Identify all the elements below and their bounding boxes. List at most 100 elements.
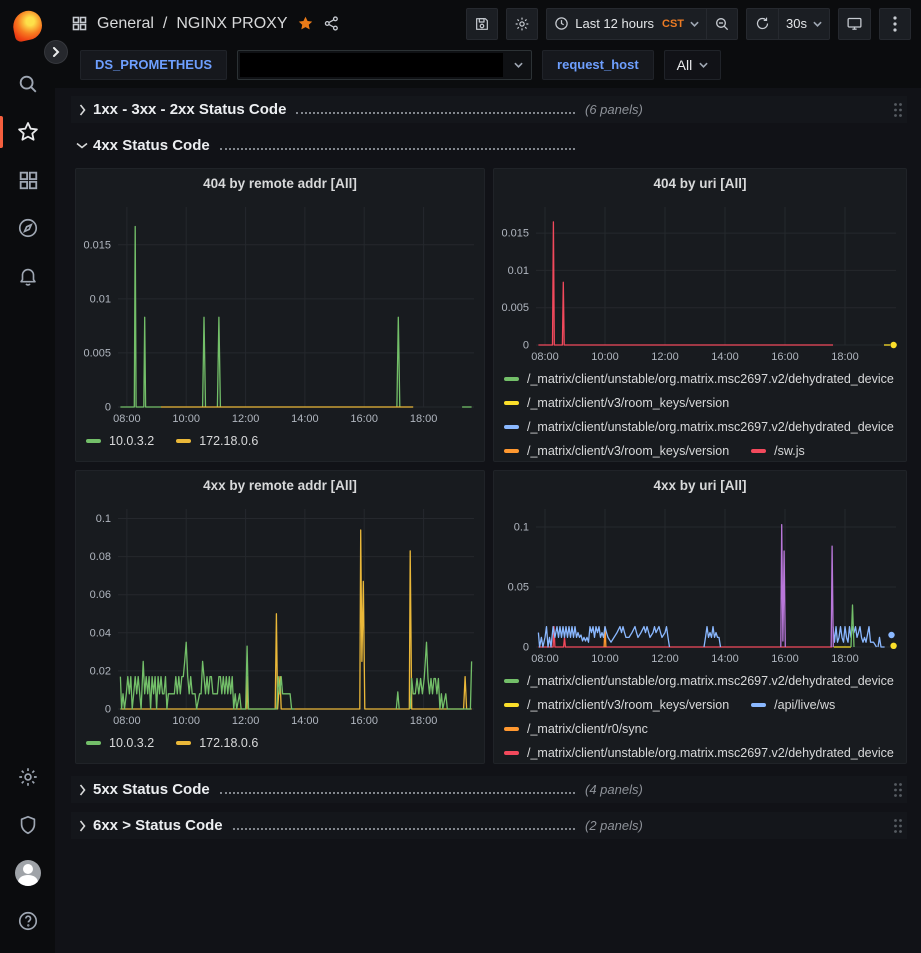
svg-text:0.1: 0.1 [514, 522, 529, 534]
share-icon[interactable] [323, 15, 340, 32]
svg-text:16:00: 16:00 [350, 413, 378, 425]
variable-ds-prometheus-select[interactable] [237, 49, 533, 80]
svg-text:0.015: 0.015 [83, 239, 111, 251]
panel-legend: /_matrix/client/unstable/org.matrix.msc2… [494, 365, 906, 461]
legend-item[interactable]: /_matrix/client/v3/room_keys/version [504, 698, 729, 712]
legend-item[interactable]: /sw.js [751, 444, 805, 458]
row-5xx[interactable]: 5xx Status Code (4 panels) [71, 776, 907, 803]
svg-text:0.04: 0.04 [90, 627, 111, 639]
sidebar-item-dashboards[interactable] [0, 156, 55, 204]
legend-swatch [751, 449, 767, 453]
sidebar-item-profile[interactable] [0, 849, 55, 897]
svg-text:0: 0 [523, 340, 529, 352]
sidebar-item-search[interactable] [0, 60, 55, 108]
variable-ds-prometheus-label: DS_PROMETHEUS [80, 49, 228, 80]
legend-item[interactable]: /_matrix/client/unstable/org.matrix.msc2… [504, 674, 894, 688]
svg-text:16:00: 16:00 [771, 653, 799, 665]
legend-label: /_matrix/client/v3/room_keys/version [527, 698, 730, 712]
legend-item[interactable]: 10.0.3.2 [86, 736, 154, 750]
panel-404-by-uri: 404 by uri [All] 0 0.005 0.01 0.015 08:00 10:… [493, 168, 907, 462]
legend-label: /_matrix/client/v3/room_keys/version [527, 396, 730, 410]
panel-legend: /_matrix/client/unstable/org.matrix.msc2… [494, 667, 906, 763]
legend-item[interactable]: /_matrix/client/unstable/org.matrix.msc2… [504, 372, 894, 386]
sidebar-item-server-admin[interactable] [0, 801, 55, 849]
svg-text:12:00: 12:00 [651, 653, 679, 665]
legend-item[interactable]: /_matrix/client/v3/room_keys/version [504, 444, 729, 458]
kebab-menu-icon [893, 15, 897, 32]
legend-label: /_matrix/client/v3/room_keys/version [527, 444, 730, 458]
sidebar [0, 0, 55, 953]
legend-label: 10.0.3.2 [109, 434, 155, 448]
legend-swatch [504, 401, 519, 405]
zoom-out-time-button[interactable] [706, 7, 739, 40]
svg-text:16:00: 16:00 [350, 715, 378, 727]
svg-text:16:00: 16:00 [771, 351, 799, 363]
svg-text:10:00: 10:00 [591, 653, 619, 665]
legend-label: /_matrix/client/unstable/org.matrix.msc2… [527, 372, 894, 386]
legend-label: 172.18.0.6 [199, 434, 259, 448]
dashboard-header: General / NGINX PROXY [55, 0, 921, 47]
legend-item[interactable]: 10.0.3.2 [86, 434, 154, 448]
row-1xx-3xx-2xx[interactable]: 1xx - 3xx - 2xx Status Code (6 panels) [71, 96, 907, 123]
legend-item[interactable]: /api/live/ws [751, 698, 835, 712]
variable-request-host-select[interactable]: All [663, 49, 722, 80]
time-range-label: Last 12 hours [575, 16, 655, 31]
svg-text:0.08: 0.08 [90, 551, 111, 563]
legend-item[interactable]: 172.18.0.6 [176, 736, 258, 750]
svg-text:0.005: 0.005 [83, 347, 111, 359]
sidebar-expand-button[interactable] [44, 40, 68, 64]
breadcrumb-section[interactable]: General [97, 14, 154, 32]
panel-title[interactable]: 404 by remote addr [All] [203, 175, 357, 191]
row-title: 5xx Status Code [93, 781, 210, 798]
dashboard-settings-button[interactable] [506, 7, 539, 40]
sidebar-item-starred[interactable] [0, 108, 55, 156]
refresh-interval-picker[interactable]: 30s [778, 7, 830, 40]
legend-swatch [504, 679, 519, 683]
legend-item[interactable]: /_matrix/client/unstable/org.matrix.msc2… [504, 420, 894, 434]
legend-item[interactable]: /_matrix/client/r0/sync [504, 722, 648, 736]
timeseries-chart[interactable]: 0 0.02 0.04 0.06 0.08 0.1 08:00 10:00 12:00 14:00… [76, 499, 484, 729]
legend-label: /api/live/ws [774, 698, 836, 712]
refresh-button[interactable] [746, 7, 779, 40]
drag-handle-icon[interactable] [889, 782, 907, 798]
timeseries-chart[interactable]: 0 0.05 0.1 08:00 10:00 12:00 14:00 16:00 18:00 [494, 499, 906, 667]
row-6xx[interactable]: 6xx > Status Code (2 panels) [71, 812, 907, 839]
drag-handle-icon[interactable] [889, 818, 907, 834]
sidebar-item-explore[interactable] [0, 204, 55, 252]
star-filled-icon[interactable] [297, 15, 314, 32]
panel-grid: 404 by remote addr [All] 0 0.005 0.01 0.015… [75, 168, 907, 764]
svg-text:0.01: 0.01 [508, 265, 529, 277]
legend-item[interactable]: /_matrix/client/unstable/org.matrix.msc2… [504, 746, 894, 760]
legend-label: /_matrix/client/unstable/org.matrix.msc2… [527, 420, 894, 434]
breadcrumb-divider: / [162, 14, 168, 32]
svg-text:14:00: 14:00 [291, 715, 319, 727]
svg-text:10:00: 10:00 [172, 715, 200, 727]
variables-bar: DS_PROMETHEUS request_host All [55, 47, 921, 88]
drag-handle-icon[interactable] [889, 102, 907, 118]
dotted-leader [219, 147, 575, 150]
row-4xx[interactable]: 4xx Status Code [71, 132, 907, 159]
legend-item[interactable]: 172.18.0.6 [176, 434, 258, 448]
legend-label: 10.0.3.2 [109, 736, 155, 750]
panel-title[interactable]: 4xx by uri [All] [653, 477, 747, 493]
panel-title[interactable]: 404 by uri [All] [653, 175, 747, 191]
panel-title[interactable]: 4xx by remote addr [All] [203, 477, 357, 493]
svg-text:08:00: 08:00 [531, 351, 559, 363]
sidebar-item-configuration[interactable] [0, 753, 55, 801]
kiosk-mode-button[interactable] [838, 7, 871, 40]
timeseries-chart[interactable]: 0 0.005 0.01 0.015 08:00 10:00 12:00 14:00 16:00… [76, 197, 484, 427]
chevron-down-icon [514, 62, 523, 68]
page-title[interactable]: NGINX PROXY [176, 14, 288, 32]
refresh-icon [755, 16, 770, 31]
save-dashboard-button[interactable] [466, 7, 499, 40]
legend-item[interactable]: /_matrix/client/v3/room_keys/version [504, 396, 729, 410]
help-icon [17, 910, 39, 932]
more-options-button[interactable] [879, 7, 911, 40]
sidebar-item-alerting[interactable] [0, 252, 55, 300]
timeseries-chart[interactable]: 0 0.005 0.01 0.015 08:00 10:00 12:00 14:00 16:00… [494, 197, 906, 365]
svg-text:0.015: 0.015 [501, 228, 529, 240]
grafana-logo-icon[interactable] [10, 8, 45, 43]
dotted-leader [219, 791, 575, 794]
time-range-picker[interactable]: Last 12 hours CST [546, 7, 707, 40]
sidebar-item-help[interactable] [0, 897, 55, 945]
